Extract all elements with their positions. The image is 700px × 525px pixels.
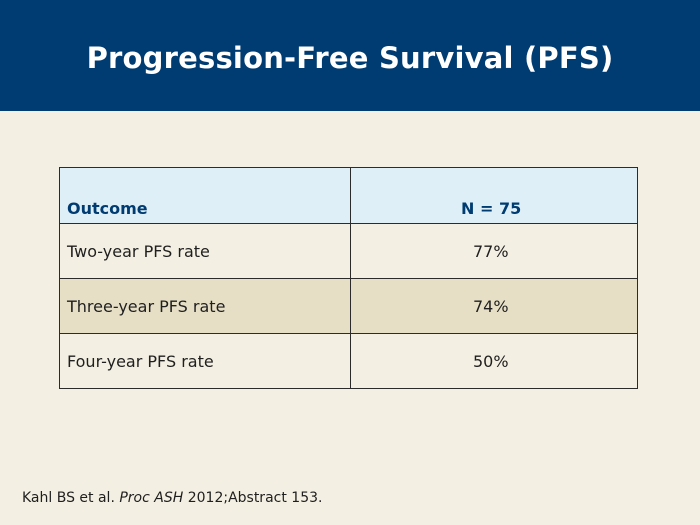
pfs-table: Outcome N = 75 Two-year PFS rate 77% Thr… bbox=[59, 167, 638, 389]
header-outcome: Outcome bbox=[59, 167, 351, 224]
citation-journal: Proc ASH bbox=[119, 490, 184, 506]
row-label: Four-year PFS rate bbox=[59, 333, 351, 389]
slide-title: Progression-Free Survival (PFS) bbox=[86, 40, 614, 75]
row-value: 77% bbox=[350, 223, 638, 279]
table-row: Four-year PFS rate 50% bbox=[59, 333, 638, 389]
title-bar: Progression-Free Survival (PFS) bbox=[0, 0, 700, 111]
table-row: Two-year PFS rate 77% bbox=[59, 223, 638, 279]
table-row: Three-year PFS rate 74% bbox=[59, 278, 638, 334]
table-header-row: Outcome N = 75 bbox=[59, 167, 638, 224]
citation-details: 2012;Abstract 153. bbox=[187, 490, 323, 506]
header-n: N = 75 bbox=[350, 167, 638, 224]
citation-authors: Kahl BS et al. bbox=[22, 490, 115, 506]
row-value: 50% bbox=[350, 333, 638, 389]
row-label: Two-year PFS rate bbox=[59, 223, 351, 279]
row-value: 74% bbox=[350, 278, 638, 334]
row-label: Three-year PFS rate bbox=[59, 278, 351, 334]
citation: Kahl BS et al. Proc ASH 2012;Abstract 15… bbox=[22, 490, 322, 506]
